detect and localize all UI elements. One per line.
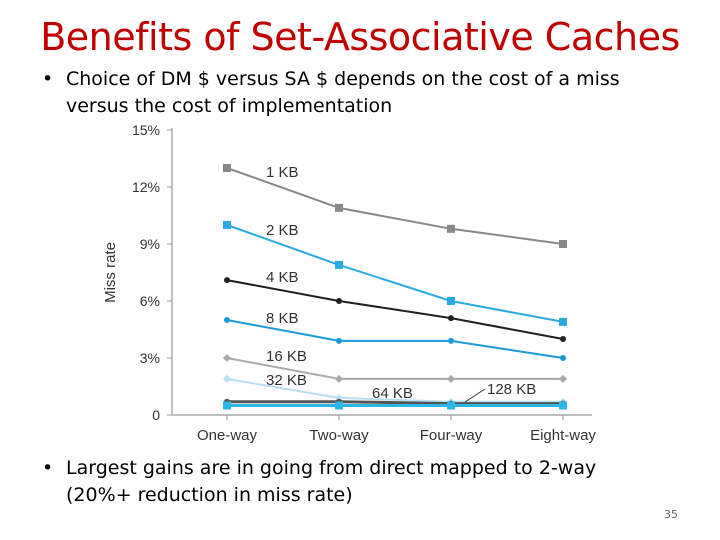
- x-tick-label: Eight-way: [530, 427, 596, 444]
- series-label: 2 KB: [266, 222, 299, 239]
- series-line-4kb: [226, 279, 564, 340]
- x-tick-label: Four-way: [420, 427, 483, 444]
- y-tick-label: 12%: [132, 179, 160, 195]
- y-tick-label: 0: [152, 407, 160, 423]
- data-point: [447, 224, 455, 233]
- series-label: 8 KB: [266, 310, 299, 327]
- y-tick-label: 9%: [140, 236, 160, 252]
- data-point: [335, 203, 343, 212]
- data-point: [559, 317, 567, 326]
- data-point: [335, 401, 343, 410]
- series-line-2kb: [226, 224, 564, 323]
- bullet-1: • Choice of DM $ versus SA $ depends on …: [42, 66, 662, 126]
- data-point: [224, 317, 230, 323]
- data-point: [223, 401, 231, 410]
- series-label: 16 KB: [266, 348, 307, 365]
- data-point: [559, 240, 567, 248]
- x-tick-label: Two-way: [309, 427, 369, 444]
- data-point: [447, 401, 455, 410]
- data-point: [336, 298, 342, 304]
- y-axis-label: Miss rate: [102, 242, 119, 303]
- label-leader-line: [464, 388, 486, 403]
- data-point: [223, 374, 231, 383]
- slide-title: Benefits of Set-Associative Caches: [40, 15, 680, 59]
- x-tick-label: One-way: [197, 427, 258, 444]
- data-point: [560, 336, 566, 342]
- data-point: [335, 260, 343, 269]
- data-point: [448, 337, 454, 344]
- data-point: [447, 297, 455, 305]
- series-line-64kb: [227, 400, 563, 406]
- bullet-dot: •: [42, 457, 54, 479]
- series-line-16kb: [226, 357, 563, 380]
- y-tick-label: 15%: [132, 122, 160, 138]
- data-point: [447, 374, 455, 383]
- data-point: [560, 355, 566, 361]
- data-point: [559, 374, 567, 383]
- data-point: [224, 277, 230, 284]
- bullet-2: • Largest gains are in going from direct…: [42, 455, 662, 515]
- series-line-8kb: [226, 319, 564, 359]
- series-line-32kb: [226, 377, 563, 403]
- data-point: [223, 221, 231, 229]
- bullet-2-text: Largest gains are in going from direct m…: [66, 457, 597, 506]
- data-point: [448, 315, 454, 322]
- bullet-dot: •: [42, 68, 54, 90]
- y-tick-label: 3%: [140, 350, 160, 366]
- series-label: 32 KB: [266, 372, 307, 389]
- data-point: [223, 354, 231, 362]
- series-label: 64 KB: [372, 385, 413, 402]
- data-point: [335, 374, 343, 383]
- series-label: 4 KB: [266, 269, 299, 286]
- data-point: [336, 337, 342, 344]
- data-point: [223, 164, 231, 172]
- series-line-1kb: [226, 167, 564, 245]
- series-label: 1 KB: [266, 164, 299, 181]
- bullet-1-text: Choice of DM $ versus SA $ depends on th…: [66, 68, 620, 117]
- slide-number: 35: [664, 508, 678, 521]
- y-tick-label: 6%: [140, 293, 160, 309]
- series-label: 128 KB: [487, 381, 536, 398]
- data-point: [559, 401, 567, 410]
